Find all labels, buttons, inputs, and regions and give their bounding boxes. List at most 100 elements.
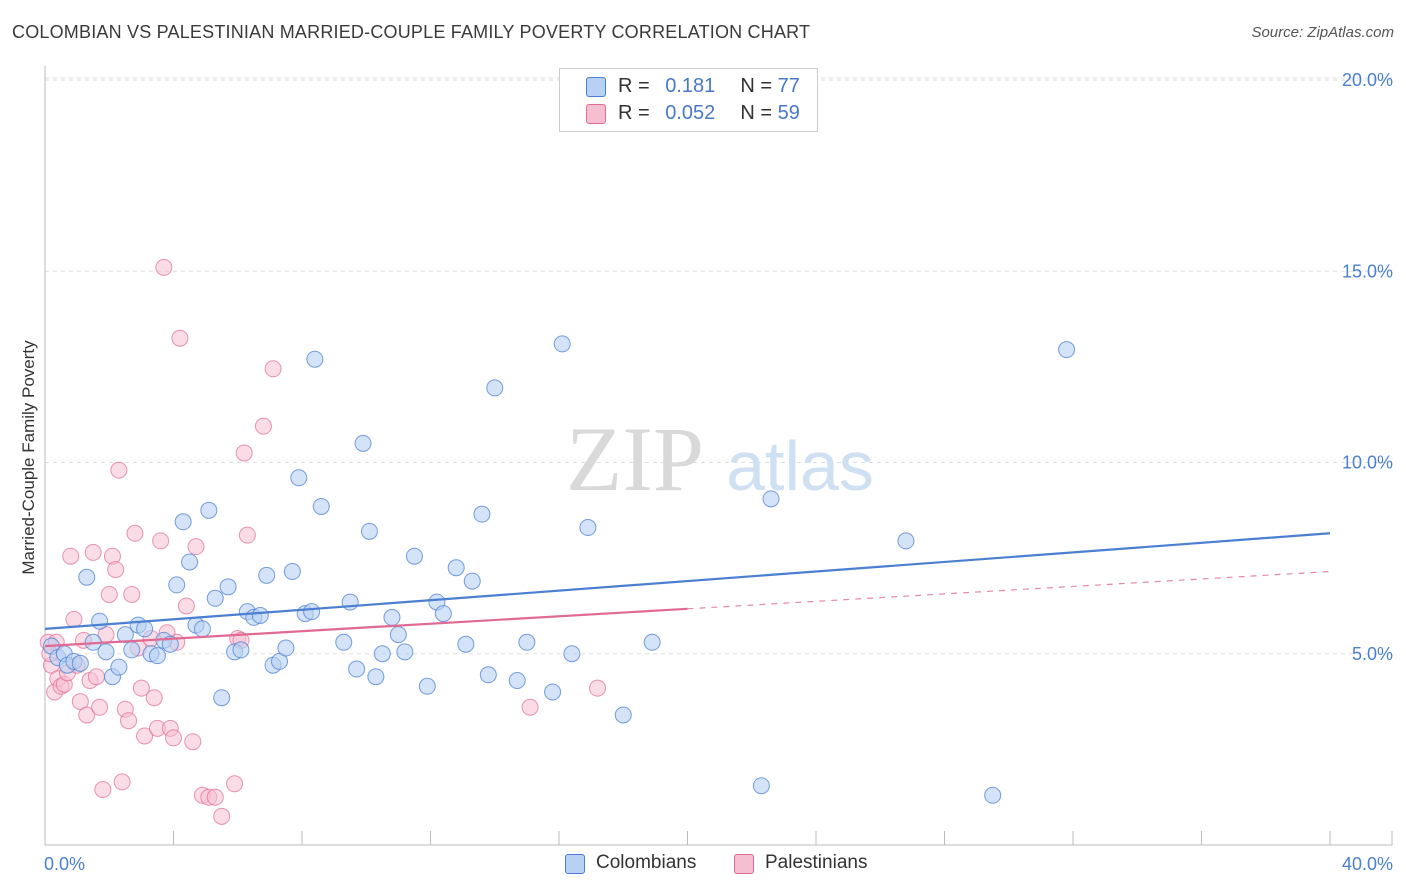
point-colombians	[643, 633, 661, 651]
point-palestinians	[110, 461, 128, 479]
point-colombians	[181, 553, 199, 571]
point-palestinians	[145, 689, 163, 707]
point-colombians	[306, 350, 324, 368]
point-palestinians	[120, 712, 138, 730]
point-colombians	[123, 641, 141, 659]
point-palestinians	[213, 807, 231, 825]
point-palestinians	[62, 547, 80, 565]
point-colombians	[418, 677, 436, 695]
point-colombians	[486, 379, 504, 397]
legend-swatch-colombians	[586, 77, 606, 97]
point-colombians	[762, 490, 780, 508]
watermark-zip: ZIP	[566, 408, 704, 510]
y-tick-label: 10.0%	[1342, 453, 1393, 473]
trend-palestinians	[44, 607, 688, 648]
point-palestinians	[123, 585, 141, 603]
point-colombians	[283, 563, 301, 581]
bottom-legend-swatch-colombians	[565, 854, 585, 874]
point-palestinians	[152, 532, 170, 550]
point-palestinians	[171, 329, 189, 347]
point-colombians	[335, 633, 353, 651]
point-colombians	[213, 689, 231, 707]
bottom-legend-label-colombians: Colombians	[596, 852, 697, 873]
point-colombians	[174, 513, 192, 531]
point-colombians	[110, 658, 128, 676]
point-palestinians	[132, 679, 150, 697]
point-colombians	[116, 626, 134, 644]
point-palestinians	[187, 538, 205, 556]
point-colombians	[161, 635, 179, 653]
point-colombians	[396, 643, 414, 661]
point-palestinians	[264, 360, 282, 378]
bottom-legend-swatch-palestinians	[734, 854, 754, 874]
point-palestinians	[226, 775, 244, 793]
legend-n-label: N =	[740, 75, 773, 97]
point-palestinians	[155, 258, 173, 276]
point-colombians	[232, 641, 250, 659]
y-tick-label: 15.0%	[1342, 261, 1393, 281]
point-colombians	[348, 660, 366, 678]
point-colombians	[91, 612, 109, 630]
point-colombians	[518, 633, 536, 651]
point-palestinians	[107, 561, 125, 579]
legend-r-label: R =	[618, 75, 650, 97]
point-colombians	[71, 654, 89, 672]
point-colombians	[434, 605, 452, 623]
trend-colombians	[44, 532, 1331, 630]
point-palestinians	[589, 679, 607, 697]
point-colombians	[508, 672, 526, 690]
legend-r-colombians: 0.181	[665, 75, 716, 97]
legend-swatch-palestinians	[586, 104, 606, 124]
point-palestinians	[100, 585, 118, 603]
point-palestinians	[254, 417, 272, 435]
point-palestinians	[238, 526, 256, 544]
point-colombians	[897, 532, 915, 550]
point-colombians	[219, 578, 237, 596]
point-colombians	[136, 620, 154, 638]
point-colombians	[367, 668, 385, 686]
point-palestinians	[165, 729, 182, 747]
bottom-legend-label-palestinians: Palestinians	[765, 852, 868, 873]
point-palestinians	[521, 698, 539, 716]
legend-n-label: N =	[740, 102, 773, 124]
legend-n-palestinians: 59	[777, 102, 800, 124]
point-colombians	[463, 572, 481, 590]
point-palestinians	[65, 610, 83, 628]
point-colombians	[479, 666, 497, 684]
point-colombians	[405, 547, 423, 565]
point-colombians	[360, 522, 378, 540]
point-palestinians	[78, 706, 96, 724]
legend-r-label: R =	[618, 102, 650, 124]
point-colombians	[579, 519, 597, 537]
y-tick-label: 5.0%	[1352, 644, 1393, 664]
point-palestinians	[94, 781, 112, 799]
point-colombians	[447, 559, 465, 577]
point-colombians	[614, 706, 632, 724]
point-colombians	[553, 335, 571, 353]
chart-title: COLOMBIAN VS PALESTINIAN MARRIED-COUPLE …	[12, 22, 811, 42]
point-colombians	[341, 593, 359, 611]
point-colombians	[563, 645, 581, 663]
y-axis-title: Married-Couple Family Poverty	[19, 340, 38, 575]
point-colombians	[473, 505, 491, 523]
point-palestinians	[87, 668, 105, 686]
stats-legend: R = 0.181 N = 77 R = 0.052 N = 59	[559, 68, 818, 132]
point-colombians	[251, 607, 269, 624]
point-palestinians	[136, 727, 154, 745]
point-colombians	[312, 497, 330, 515]
point-colombians	[1058, 341, 1076, 359]
y-tick-label: 20.0%	[1342, 70, 1393, 90]
point-colombians	[193, 620, 211, 638]
point-palestinians	[184, 733, 202, 751]
legend-n-colombians: 77	[777, 75, 800, 97]
point-colombians	[148, 647, 166, 665]
point-colombians	[383, 608, 401, 626]
point-palestinians	[113, 773, 131, 791]
point-colombians	[984, 786, 1002, 804]
point-palestinians	[91, 698, 109, 716]
point-colombians	[457, 635, 475, 653]
point-colombians	[200, 501, 218, 519]
point-colombians	[354, 434, 372, 452]
point-colombians	[78, 568, 96, 586]
